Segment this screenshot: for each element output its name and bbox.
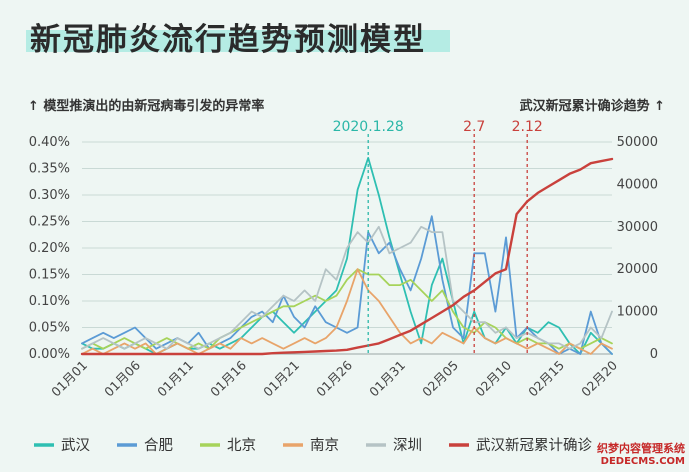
y-left-tick-label: 0.10% [29,294,70,309]
watermark: 织梦内容管理系统 DEDECMS.COM [597,442,685,468]
legend-label: 武汉新冠累计确诊 [476,437,592,454]
annotation-label: 2.12 [512,119,543,135]
series-line [81,156,613,355]
y-left-tick-label: 0.30% [29,188,70,203]
x-tick-label: 01月06 [101,357,143,399]
x-tick-label: 01月31 [366,358,408,400]
legend-label: 南京 [310,437,339,454]
title-highlight [26,30,450,52]
x-tick-label: 02月05 [419,358,461,400]
series-line [81,225,613,350]
series-line [81,268,613,355]
x-tick-label: 01月26 [313,357,355,399]
annotation-label: 2020.1.28 [333,119,404,135]
x-tick-label: 01月21 [260,358,302,400]
legend-label: 北京 [227,437,256,454]
x-tick-label: 01月01 [48,358,90,400]
series-line [81,215,613,355]
y-left-tick-label: 0.25% [29,215,70,230]
x-tick-label: 01月11 [154,358,196,400]
chart-title: 新冠肺炎流行趋势预测模型 [30,22,426,58]
y-right-tick-label: 40000 [617,177,658,192]
y-right-tick-label: 0 [650,347,658,362]
y-left-tick-label: 0.05% [29,321,70,336]
series-line [81,268,613,350]
y-right-tick-label: 10000 [617,305,658,320]
series-line [80,157,614,356]
y-left-tick-label: 0.00% [29,347,70,362]
left-axis-note: ↑ 模型推演出的由新冠病毒引发的异常率 [28,99,265,114]
y-right-tick-label: 30000 [617,220,658,235]
legend-label: 合肥 [144,437,173,454]
y-left-tick-label: 0.40% [29,135,70,150]
right-axis-note: 武汉新冠累计确诊趋势 ↑ [519,99,665,114]
watermark-line1: 织梦内容管理系统 [597,442,685,455]
legend-label: 深圳 [393,437,422,454]
x-tick-label: 01月16 [207,357,249,399]
annotation-label: 2.7 [463,119,485,135]
y-left-tick-label: 0.20% [29,241,70,256]
legend-label: 武汉 [61,437,90,454]
y-left-tick-label: 0.15% [29,268,70,283]
x-tick-label: 02月15 [525,358,567,400]
y-left-tick-label: 0.35% [29,162,70,177]
x-tick-label: 02月10 [472,357,514,399]
x-tick-label: 02月20 [578,357,620,399]
y-right-tick-label: 20000 [617,262,658,277]
y-right-tick-label: 50000 [617,135,658,150]
watermark-line2: DEDECMS.COM [600,456,685,467]
